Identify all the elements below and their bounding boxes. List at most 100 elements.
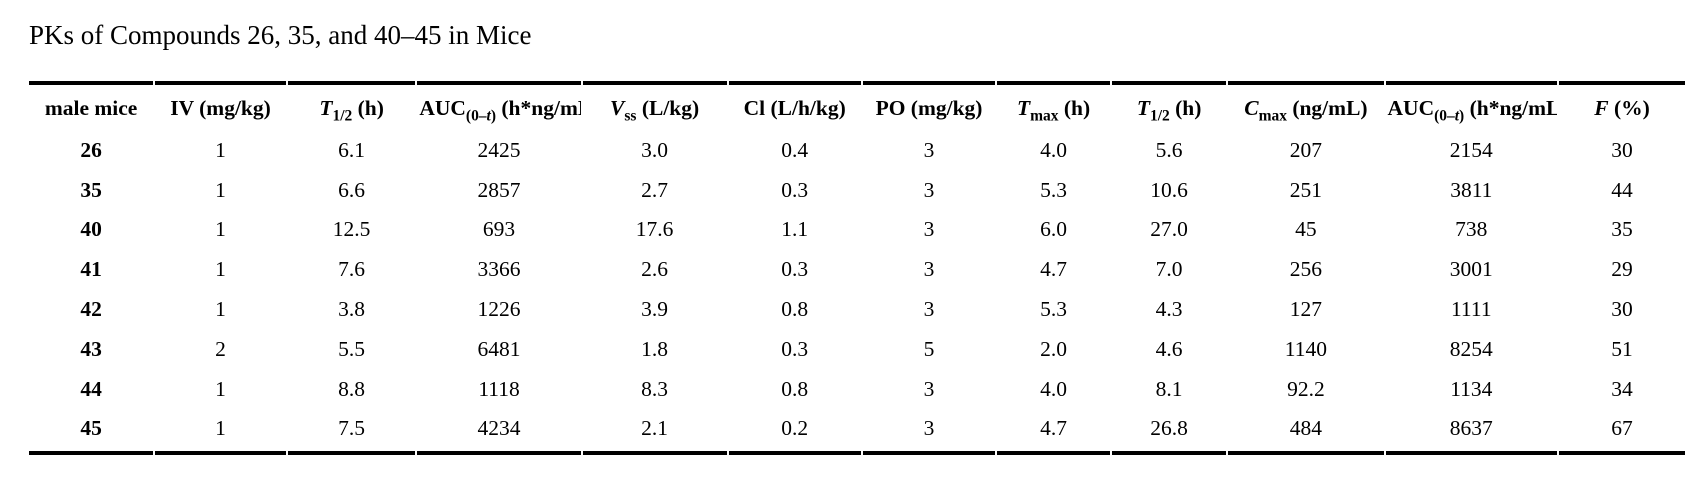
compound-id: 45 [29,409,154,456]
cell-t-half-po: 7.0 [1155,257,1183,282]
cell-f-percent: 51 [1611,336,1633,361]
cell-t-half-iv: 5.5 [338,336,366,361]
cell-cl: 0.8 [781,297,809,322]
cell-t-half-iv: 6.6 [338,177,366,202]
cell-iv-dose: 1 [215,217,226,242]
column-header-cl: Cl (L/h/kg) [728,81,861,131]
cell-iv-dose: 1 [215,376,226,401]
cell-po-dose: 3 [923,257,935,282]
cell-cmax: 251 [1289,177,1323,202]
cell-auc-iv: 4234 [417,409,581,456]
cell-t-half-po: 5.6 [1155,137,1183,162]
cell-f-percent: 34 [1611,376,1633,401]
cell-cmax: 1140 [1284,336,1327,361]
cell-t-half-iv: 8.8 [338,376,366,401]
column-header-auc-iv: AUC(0–t) (h*ng/mL) [417,81,581,131]
table-row-compound-40: 40 1 12.5 693 17.6 1.1 3 6.0 27.0 45 738 35 [29,210,1685,250]
compound-id: 41 [80,257,102,282]
cell-tmax: 4.7 [1040,257,1067,282]
cell-tmax: 4.0 [1040,376,1067,401]
cell-t-half-po: 10.6 [1150,177,1188,202]
cell-t-half-po: 8.1 [1155,376,1183,401]
table-row-compound-26: 26 1 6.1 2425 3.0 0.4 3 4.0 5.6 207 2154 30 [29,131,1685,171]
column-header-iv-dose: IV (mg/kg) [155,81,286,131]
cell-auc-iv: 2425 [477,137,521,162]
cell-vss: 17.6 [635,217,674,242]
cell-auc-po: 3001 [1449,257,1493,282]
table-title: PKs of Compounds 26, 35, and 40–45 in Mi… [29,20,532,50]
cell-vss: 1.8 [641,336,669,361]
cell-t-half-po: 27.0 [1150,217,1188,242]
cell-po-dose: 3 [923,177,935,202]
paper-table-figure: PKs of Compounds 26, 35, and 40–45 in Mi… [27,20,1687,456]
cell-auc-iv: 3366 [477,257,521,282]
cell-f-percent: 30 [1611,137,1633,162]
cell-iv-dose: 1 [155,409,286,456]
table-row-compound-42: 42 1 3.8 1226 3.9 0.8 3 5.3 4.3 127 1111 30 [29,290,1685,330]
cell-tmax: 2.0 [1040,336,1067,361]
cell-vss: 3.0 [641,137,669,162]
cell-cl: 0.3 [781,257,809,282]
cell-po-dose: 3 [923,137,935,162]
compound-id: 42 [80,297,102,322]
cell-tmax: 4.7 [997,409,1110,456]
cell-f-percent: 44 [1611,177,1633,202]
compound-id: 35 [80,177,102,202]
column-header-tmax: Tmax (h) [997,81,1110,131]
cell-iv-dose: 2 [215,336,226,361]
cell-t-half-iv: 7.5 [287,409,416,456]
cell-auc-po: 1134 [1450,376,1493,401]
cell-auc-po: 738 [1455,217,1488,242]
table-row-compound-43: 43 2 5.5 6481 1.8 0.3 5 2.0 4.6 1140 8254 51 [29,330,1685,370]
cell-f-percent: 29 [1611,257,1633,282]
cell-t-half-po: 4.3 [1155,297,1183,322]
cell-f-percent: 67 [1559,409,1685,456]
cell-vss: 2.7 [641,177,669,202]
column-header-t-half-iv: T1/2 (h) [287,81,416,131]
cell-auc-po: 2154 [1449,137,1493,162]
cell-cl: 0.4 [781,137,809,162]
cell-auc-po: 8254 [1449,336,1493,361]
cell-t-half-iv: 6.1 [338,137,366,162]
cell-cmax: 127 [1289,297,1323,322]
cell-tmax: 6.0 [1040,217,1067,242]
cell-cmax: 256 [1289,257,1323,282]
cell-t-half-iv: 7.6 [338,257,366,282]
cell-cmax: 45 [1295,217,1317,242]
pk-table: male mice IV (mg/kg) T1/2 (h) AUC(0–t) (h*n… [27,81,1687,456]
cell-f-percent: 35 [1611,217,1633,242]
column-header-auc-po: AUC(0–t) (h*ng/mL) [1385,81,1558,131]
cell-tmax: 5.3 [1040,297,1067,322]
compound-id: 26 [80,137,102,162]
cell-cl: 0.2 [728,409,861,456]
table-row-compound-45: 45 1 7.5 4234 2.1 0.2 3 4.7 26.8 484 8637 67 [29,409,1685,456]
table-body: 26 1 6.1 2425 3.0 0.4 3 4.0 5.6 207 2154 30 35 1 6.6 28… [29,131,1685,456]
cell-cmax: 92.2 [1287,376,1325,401]
cell-auc-po: 8637 [1385,409,1558,456]
cell-iv-dose: 1 [215,297,226,322]
cell-cl: 1.1 [781,217,809,242]
cell-cl: 0.3 [781,177,809,202]
column-header-po-dose: PO (mg/kg) [862,81,996,131]
table-row-compound-44: 44 1 8.8 1118 8.3 0.8 3 4.0 8.1 92.2 1134 34 [29,370,1685,410]
table-row-compound-41: 41 1 7.6 3366 2.6 0.3 3 4.7 7.0 256 3001 29 [29,250,1685,290]
cell-auc-po: 3811 [1450,177,1493,202]
cell-f-percent: 30 [1611,297,1633,322]
cell-cl: 0.3 [781,336,809,361]
cell-po-dose: 3 [923,297,935,322]
cell-iv-dose: 1 [215,177,226,202]
column-header-f-percent: F (%) [1559,81,1685,131]
cell-auc-po: 1111 [1450,297,1492,322]
cell-po-dose: 3 [923,376,935,401]
cell-t-half-po: 4.6 [1155,336,1183,361]
cell-iv-dose: 1 [215,137,226,162]
cell-cl: 0.8 [781,376,809,401]
cell-auc-iv: 2857 [477,177,521,202]
cell-auc-iv: 6481 [477,336,521,361]
cell-vss: 2.1 [582,409,727,456]
cell-auc-iv: 1226 [477,297,521,322]
cell-po-dose: 3 [923,217,935,242]
cell-t-half-po: 26.8 [1111,409,1227,456]
column-header-vss: Vss (L/kg) [582,81,727,131]
header-row: male mice IV (mg/kg) T1/2 (h) AUC(0–t) (h*n… [29,81,1685,131]
